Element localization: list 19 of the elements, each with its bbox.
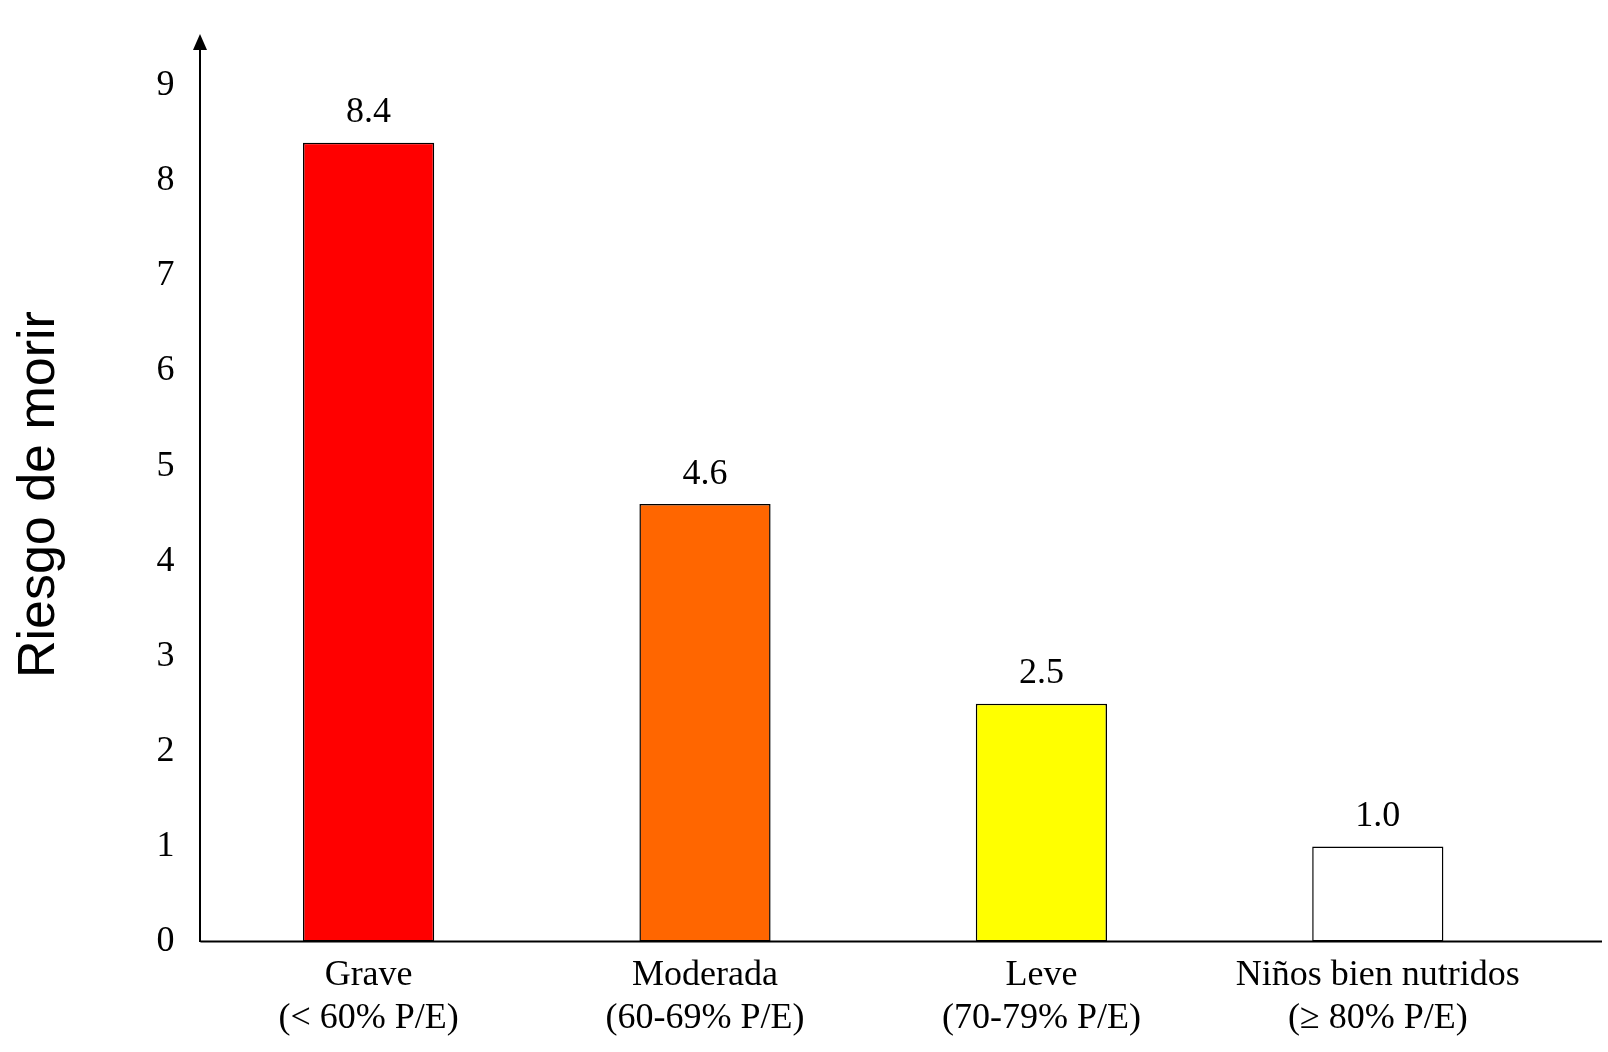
data-label: 4.6 [682, 451, 728, 492]
x-tick-label: Grave (< 60% P/E) [278, 952, 459, 1036]
y-tick-label: 9 [156, 63, 175, 104]
y-tick-label: 8 [156, 158, 175, 199]
y-tick-label: 4 [156, 538, 175, 579]
y-tick-label: 1 [156, 823, 175, 864]
y-tick-label: 3 [156, 633, 175, 674]
y-tick-label: 5 [156, 443, 175, 484]
y-tick-label: 7 [156, 253, 175, 294]
y-tick-label: 6 [156, 348, 175, 389]
data-label: 1.0 [1355, 793, 1401, 834]
x-tick-label: Moderada (60-69% P/E) [605, 952, 805, 1036]
data-label: 8.4 [346, 90, 392, 131]
y-tick-label: 2 [156, 728, 175, 769]
data-label: 2.5 [1018, 651, 1064, 692]
y-axis-title: Riesgo de morir [6, 311, 65, 679]
x-tick-label: Niños bien nutridos (≥ 80% P/E) [1235, 952, 1520, 1036]
x-tick-label: Leve (70-79% P/E) [941, 952, 1141, 1036]
y-tick-label: 0 [156, 919, 175, 960]
